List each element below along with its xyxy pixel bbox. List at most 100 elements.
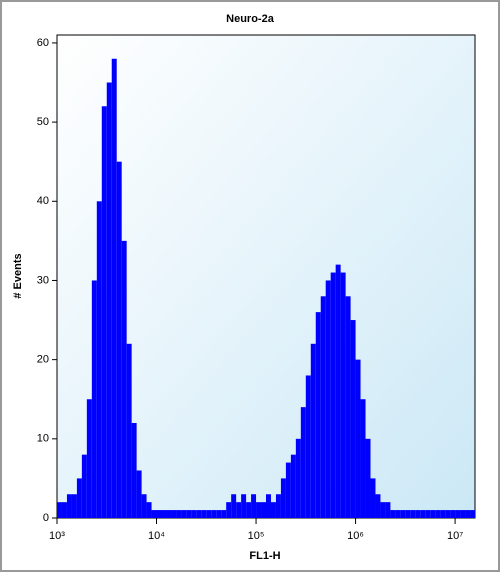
bar (231, 494, 237, 518)
bar (121, 240, 127, 519)
bar (186, 510, 192, 518)
bar (136, 470, 142, 518)
bar (400, 510, 406, 518)
bar (420, 510, 426, 518)
bar (305, 375, 311, 518)
bar (370, 478, 376, 518)
bar (86, 399, 92, 518)
x-tick-label: 10⁴ (148, 530, 165, 542)
bar (226, 502, 232, 518)
bar (66, 494, 72, 518)
bar (161, 510, 167, 518)
bar (335, 264, 341, 518)
bar (106, 82, 112, 519)
y-tick-label: 10 (37, 433, 49, 445)
y-tick-label: 40 (37, 195, 49, 207)
chart-title: Neuro-2a (226, 13, 275, 25)
y-tick-label: 30 (37, 274, 49, 286)
bar (350, 320, 356, 518)
bar (340, 272, 346, 518)
bar (61, 502, 67, 518)
bar (57, 502, 62, 518)
bar (410, 510, 416, 518)
bar (275, 494, 281, 518)
bar (81, 454, 87, 518)
bar (310, 343, 316, 518)
bar (141, 494, 147, 518)
bar (196, 510, 202, 518)
bar (270, 502, 276, 518)
bar (71, 494, 77, 518)
x-tick-label: 10⁶ (347, 530, 364, 542)
y-axis-label: # Events (12, 253, 24, 298)
bar (380, 502, 386, 518)
y-tick-label: 20 (37, 354, 49, 366)
bar (126, 343, 132, 518)
y-tick-label: 60 (37, 37, 49, 49)
x-tick-label: 10⁷ (447, 530, 463, 542)
bar (96, 201, 102, 518)
bar (300, 407, 306, 518)
bar (91, 280, 97, 518)
bar (430, 510, 436, 518)
bar (116, 161, 122, 518)
x-axis-label: FL1-H (249, 550, 280, 562)
bar (111, 58, 117, 519)
bar (171, 510, 177, 518)
bar (415, 510, 421, 518)
bar (236, 502, 242, 518)
y-tick-label: 0 (43, 512, 49, 524)
bar (360, 399, 366, 518)
bar (470, 510, 475, 518)
bar (355, 359, 361, 518)
bar (365, 438, 371, 518)
x-tick-label: 10⁵ (248, 530, 265, 542)
bar (445, 510, 451, 518)
bar (440, 510, 446, 518)
bar (246, 502, 252, 518)
bar (315, 312, 321, 518)
bar (290, 454, 296, 518)
bar (345, 296, 351, 518)
bar (320, 296, 326, 518)
bar (405, 510, 411, 518)
bar (261, 502, 267, 518)
bar (76, 478, 82, 518)
bar (211, 510, 217, 518)
bar (151, 510, 157, 518)
bar (460, 510, 466, 518)
bar (206, 510, 212, 518)
bar (176, 510, 182, 518)
y-tick-label: 50 (37, 116, 49, 128)
bar (450, 510, 456, 518)
bar (425, 510, 431, 518)
bar (390, 510, 396, 518)
bar (465, 510, 471, 518)
bar (191, 510, 197, 518)
bar (256, 502, 262, 518)
bar (385, 502, 391, 518)
bar (156, 510, 162, 518)
x-tick-label: 10³ (49, 530, 65, 542)
bar (295, 438, 301, 518)
bar (221, 510, 227, 518)
bar (166, 510, 172, 518)
bar (285, 462, 291, 518)
bar (435, 510, 441, 518)
bar (131, 422, 137, 518)
bar (325, 280, 331, 518)
bar (395, 510, 401, 518)
bar (201, 510, 207, 518)
bar (455, 510, 461, 518)
bar (280, 478, 286, 518)
bar (375, 494, 381, 518)
bar (251, 494, 257, 518)
bar (266, 494, 271, 518)
bar (146, 502, 152, 518)
bar (330, 272, 336, 518)
bar (101, 106, 107, 518)
bar (216, 510, 222, 518)
bar (181, 510, 187, 518)
bar (241, 494, 247, 518)
